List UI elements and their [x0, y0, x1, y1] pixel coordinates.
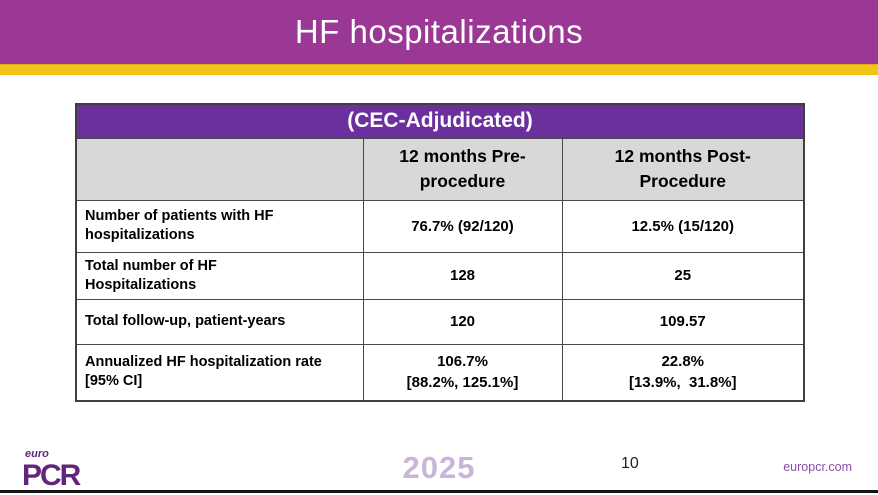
slide-title: HF hospitalizations [294, 13, 584, 50]
row-label-patients-with-hf: Number of patients with HF hospitalizati… [75, 199, 364, 253]
column-header-pre-procedure: 12 months Pre- procedure [362, 137, 563, 201]
slide-header-band: HF hospitalizations [0, 0, 878, 64]
column-header-empty [75, 137, 364, 201]
hf-hospitalizations-table: (CEC-Adjudicated) 12 months Pre- procedu… [75, 103, 805, 402]
conference-year: 2025 [402, 450, 476, 485]
logo-pcr-text: PCR [22, 459, 81, 492]
column-header-row: 12 months Pre- procedure 12 months Post-… [75, 137, 805, 201]
value-total-post: 25 [561, 251, 805, 300]
table-row: Number of patients with HF hospitalizati… [75, 199, 805, 253]
euro-pcr-logo: euro PCR [22, 448, 81, 492]
value-followup-post: 109.57 [561, 298, 805, 345]
row-label-total-hospitalizations: Total number of HF Hospitalizations [75, 251, 364, 300]
value-rate-post: 22.8% [13.9%, 31.8%] [561, 343, 805, 402]
table-row: Total follow-up, patient-years 120 109.5… [75, 298, 805, 345]
table-row: Annualized HF hospitalization rate [95% … [75, 343, 805, 402]
table-row: Total number of HF Hospitalizations 128 … [75, 251, 805, 300]
value-total-pre: 128 [362, 251, 563, 300]
value-patients-post: 12.5% (15/120) [561, 199, 805, 253]
column-header-post-procedure: 12 months Post- Procedure [561, 137, 805, 201]
row-label-annualized-rate: Annualized HF hospitalization rate [95% … [75, 343, 364, 402]
hf-table-container: (CEC-Adjudicated) 12 months Pre- procedu… [75, 103, 805, 402]
bottom-rule [0, 490, 878, 493]
table-title-row: (CEC-Adjudicated) [75, 103, 805, 139]
value-rate-pre: 106.7% [88.2%, 125.1%] [362, 343, 563, 402]
website-link[interactable]: europcr.com [783, 460, 852, 474]
logo-euro-text: euro [25, 448, 49, 460]
page-number: 10 [621, 455, 639, 472]
value-followup-pre: 120 [362, 298, 563, 345]
table-title: (CEC-Adjudicated) [75, 103, 805, 139]
value-patients-pre: 76.7% (92/120) [362, 199, 563, 253]
row-label-follow-up: Total follow-up, patient-years [75, 298, 364, 345]
accent-divider-bar [0, 64, 878, 75]
